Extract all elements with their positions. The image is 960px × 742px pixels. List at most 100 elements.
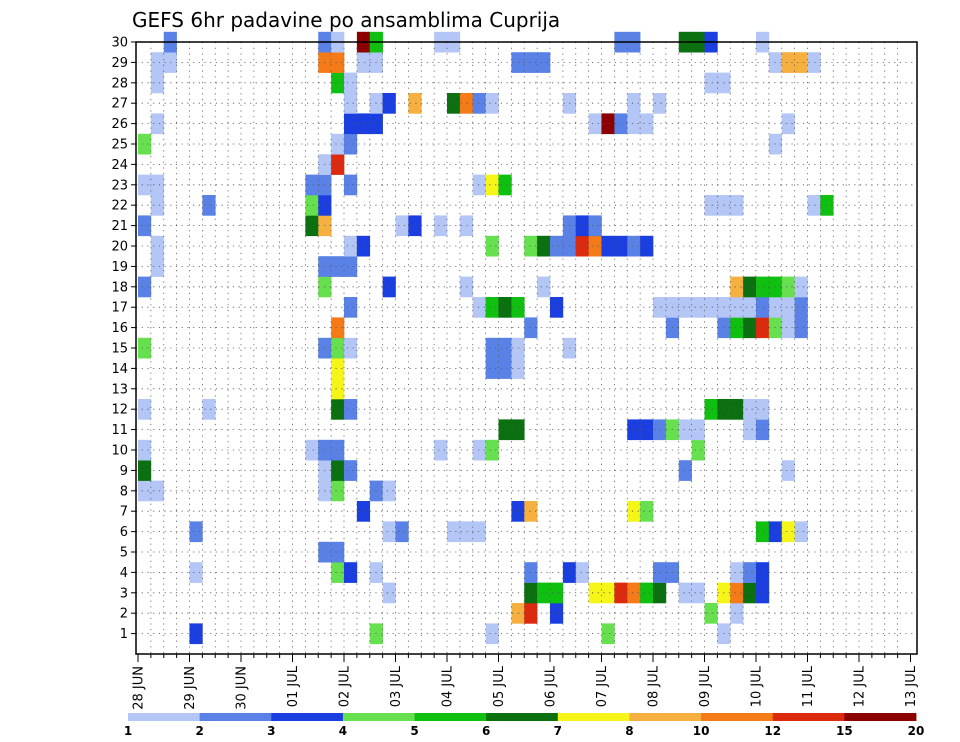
legend-swatch bbox=[414, 713, 487, 721]
precip-cell bbox=[678, 297, 692, 318]
precip-cell bbox=[459, 93, 474, 114]
precip-cell bbox=[691, 297, 705, 318]
y-tick-label: 25 bbox=[111, 138, 128, 153]
precip-cell bbox=[150, 174, 165, 196]
precip-cell bbox=[730, 399, 744, 420]
precip-cell bbox=[331, 439, 345, 461]
precip-cell bbox=[730, 562, 744, 583]
legend-label: 5 bbox=[410, 724, 418, 738]
precip-cell bbox=[305, 174, 319, 196]
precip-cell bbox=[756, 399, 770, 420]
precip-cell bbox=[807, 195, 821, 216]
precip-cell bbox=[344, 133, 358, 155]
precip-cell bbox=[485, 358, 499, 379]
precip-cell bbox=[344, 113, 358, 135]
precip-cell bbox=[331, 480, 345, 502]
precip-cell bbox=[485, 439, 499, 461]
precip-cell bbox=[498, 419, 512, 441]
precip-cell bbox=[627, 113, 641, 135]
precip-cell bbox=[459, 215, 474, 237]
x-tick-label: 02 JUL bbox=[338, 665, 353, 707]
y-tick-label: 30 bbox=[111, 36, 128, 51]
y-tick-label: 20 bbox=[111, 240, 128, 255]
x-tick-label: 06 JUL bbox=[544, 665, 559, 707]
precip-cell bbox=[653, 562, 667, 583]
precip-cell bbox=[678, 460, 692, 481]
precip-cell bbox=[472, 297, 486, 318]
legend-label: 2 bbox=[195, 724, 203, 738]
precip-cell bbox=[627, 419, 641, 441]
y-tick-label: 18 bbox=[111, 280, 128, 295]
precip-cell bbox=[756, 276, 770, 298]
precip-cell bbox=[395, 215, 409, 237]
y-tick-label: 16 bbox=[111, 321, 128, 336]
precip-cell bbox=[472, 439, 486, 461]
precip-cell bbox=[382, 93, 396, 114]
precip-cell bbox=[807, 52, 821, 73]
precip-cell bbox=[730, 317, 744, 339]
legend-label: 10 bbox=[693, 724, 710, 738]
precip-cell bbox=[138, 480, 152, 502]
precip-cell bbox=[550, 235, 564, 257]
precip-cell bbox=[138, 399, 152, 420]
precip-cell bbox=[537, 52, 551, 73]
y-tick-label: 17 bbox=[111, 301, 128, 316]
precip-cell bbox=[524, 501, 538, 522]
precip-cell bbox=[382, 521, 396, 543]
precip-cell bbox=[704, 603, 718, 624]
y-axis: 1234567891011121314151617181920212223242… bbox=[111, 36, 136, 642]
y-tick-label: 14 bbox=[111, 362, 128, 377]
precip-cell bbox=[189, 562, 203, 583]
precip-cell bbox=[601, 235, 615, 257]
precip-cell bbox=[408, 93, 422, 114]
precip-cell bbox=[781, 276, 795, 298]
chart-title: GEFS 6hr padavine po ansamblima Cuprija bbox=[132, 8, 560, 32]
precip-cell bbox=[678, 419, 692, 441]
y-tick-label: 7 bbox=[120, 505, 128, 520]
y-tick-label: 8 bbox=[120, 484, 128, 499]
y-tick-label: 11 bbox=[111, 423, 128, 438]
y-tick-label: 4 bbox=[120, 566, 128, 581]
precip-cell bbox=[743, 419, 757, 441]
legend-swatch bbox=[128, 713, 201, 721]
precip-cell bbox=[138, 133, 152, 155]
precip-cell bbox=[781, 460, 795, 481]
precip-cell bbox=[627, 235, 641, 257]
precip-cell bbox=[344, 93, 358, 114]
precip-cell bbox=[537, 235, 551, 257]
y-tick-label: 13 bbox=[111, 382, 128, 397]
precip-cell bbox=[382, 582, 396, 604]
precip-cell bbox=[743, 562, 757, 583]
y-tick-label: 24 bbox=[111, 158, 128, 173]
precip-cell bbox=[640, 235, 654, 257]
precip-cell bbox=[138, 174, 152, 196]
precip-cell bbox=[189, 521, 203, 543]
y-tick-label: 6 bbox=[120, 525, 128, 540]
precip-cell bbox=[704, 399, 718, 420]
precip-cell bbox=[524, 317, 538, 339]
legend-label: 6 bbox=[482, 724, 490, 738]
precip-cell bbox=[601, 113, 615, 135]
x-tick-label: 04 JUL bbox=[441, 665, 456, 707]
x-tick-label: 30 JUN bbox=[235, 666, 250, 710]
legend-swatch bbox=[557, 713, 630, 721]
legend-swatch bbox=[342, 713, 415, 721]
y-tick-label: 26 bbox=[111, 117, 128, 132]
precip-cell bbox=[524, 582, 538, 604]
precip-cell bbox=[202, 399, 216, 420]
precip-cell bbox=[447, 521, 461, 543]
precip-cell bbox=[344, 337, 358, 359]
precip-cell bbox=[730, 603, 744, 624]
precip-cell bbox=[485, 297, 499, 318]
precip-cell bbox=[434, 439, 448, 461]
precip-cell bbox=[459, 521, 474, 543]
precip-cell bbox=[794, 52, 808, 73]
precip-cell bbox=[627, 93, 641, 114]
precip-cell bbox=[395, 521, 409, 543]
precip-cell bbox=[730, 582, 744, 604]
precip-cell bbox=[138, 439, 152, 461]
precip-cell bbox=[472, 521, 486, 543]
precip-cell bbox=[305, 195, 319, 216]
precip-cell bbox=[524, 603, 538, 624]
